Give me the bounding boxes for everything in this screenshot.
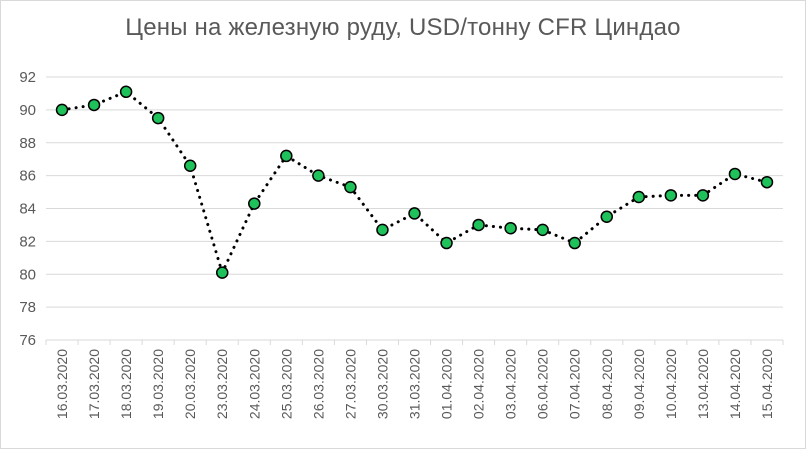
x-tick-label: 31.03.2020: [407, 349, 423, 419]
data-point: [344, 180, 357, 194]
y-tick-label: 88: [19, 135, 36, 152]
y-tick-label: 80: [19, 266, 36, 283]
x-tick-label: 19.03.2020: [150, 349, 166, 419]
data-point: [632, 190, 646, 204]
data-point: [312, 169, 325, 182]
data-point: [504, 221, 517, 235]
data-point: [248, 197, 261, 210]
x-tick-label: 09.04.2020: [631, 349, 647, 419]
data-point: [440, 236, 453, 250]
data-point: [696, 189, 710, 202]
x-tick-label: 02.04.2020: [471, 349, 487, 419]
x-tick-label: 15.04.2020: [759, 349, 775, 419]
x-tick-label: 27.03.2020: [342, 349, 358, 419]
y-tick-label: 82: [19, 233, 36, 250]
data-point: [664, 189, 678, 202]
y-tick-label: 76: [19, 332, 36, 349]
data-point: [600, 210, 614, 223]
data-point: [568, 236, 581, 250]
x-tick-label: 13.04.2020: [695, 349, 711, 419]
x-tick-label: 06.04.2020: [535, 349, 551, 419]
data-point: [376, 223, 389, 237]
data-point: [119, 85, 133, 99]
x-tick-label: 20.03.2020: [182, 349, 198, 419]
x-tick-label: 03.04.2020: [503, 349, 519, 419]
data-point: [215, 266, 229, 279]
data-point: [183, 159, 197, 173]
y-tick-label: 78: [19, 299, 36, 316]
x-tick-label: 10.04.2020: [663, 349, 679, 419]
x-tick-label: 14.04.2020: [727, 349, 743, 419]
data-point: [408, 207, 421, 220]
x-tick-label: 18.03.2020: [118, 349, 134, 419]
x-tick-label: 24.03.2020: [246, 349, 262, 419]
x-tick-label: 17.03.2020: [86, 349, 102, 419]
y-tick-label: 90: [19, 102, 36, 119]
data-point: [536, 223, 549, 237]
data-point: [760, 175, 774, 189]
data-point: [280, 149, 293, 163]
y-tick-label: 84: [19, 201, 36, 218]
y-tick-label: 92: [19, 69, 36, 86]
chart-title: Цены на железную руду, USD/тонну CFR Цин…: [125, 14, 681, 41]
x-tick-label: 23.03.2020: [214, 349, 230, 419]
x-tick-label: 01.04.2020: [439, 349, 455, 419]
y-tick-label: 86: [19, 168, 36, 185]
series-line: [60, 90, 769, 277]
x-tick-label: 25.03.2020: [278, 349, 294, 419]
data-point: [728, 167, 742, 181]
data-point: [55, 103, 69, 117]
data-point: [151, 111, 165, 125]
x-tick-label: 07.04.2020: [567, 349, 583, 419]
x-tick-label: 26.03.2020: [310, 349, 326, 419]
data-point: [472, 218, 485, 232]
x-tick-label: 30.03.2020: [374, 349, 390, 419]
x-tick-label: 16.03.2020: [54, 349, 70, 419]
x-tick-label: 08.04.2020: [599, 349, 615, 419]
data-point: [87, 98, 101, 112]
